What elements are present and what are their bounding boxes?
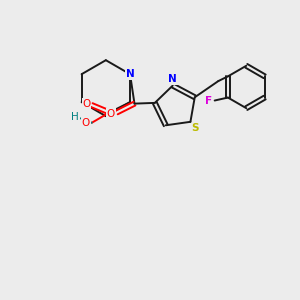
Text: O: O [82, 99, 91, 109]
Text: H: H [71, 112, 79, 122]
Text: N: N [168, 74, 177, 84]
Text: N: N [126, 69, 134, 79]
Text: O: O [107, 109, 115, 119]
Text: O: O [82, 118, 90, 128]
Text: F: F [205, 95, 212, 106]
Text: S: S [191, 123, 199, 133]
